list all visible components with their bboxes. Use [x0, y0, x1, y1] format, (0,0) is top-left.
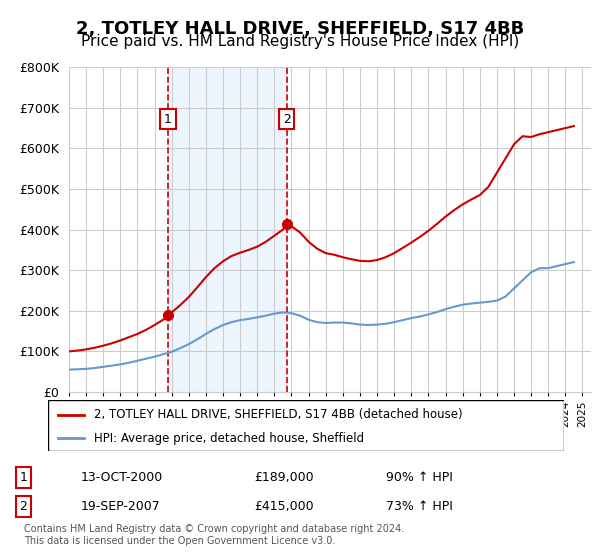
Text: £189,000: £189,000 — [254, 471, 314, 484]
Text: 73% ↑ HPI: 73% ↑ HPI — [386, 500, 453, 513]
Text: 1: 1 — [20, 471, 28, 484]
Text: 90% ↑ HPI: 90% ↑ HPI — [386, 471, 453, 484]
Text: 2: 2 — [283, 113, 290, 125]
Text: 19-SEP-2007: 19-SEP-2007 — [81, 500, 161, 513]
Text: 13-OCT-2000: 13-OCT-2000 — [81, 471, 163, 484]
Text: 1: 1 — [164, 113, 172, 125]
Text: Contains HM Land Registry data © Crown copyright and database right 2024.
This d: Contains HM Land Registry data © Crown c… — [24, 524, 404, 546]
Bar — [168, 67, 287, 392]
Text: £415,000: £415,000 — [254, 500, 314, 513]
Text: 2, TOTLEY HALL DRIVE, SHEFFIELD, S17 4BB (detached house): 2, TOTLEY HALL DRIVE, SHEFFIELD, S17 4BB… — [94, 408, 463, 421]
Text: HPI: Average price, detached house, Sheffield: HPI: Average price, detached house, Shef… — [94, 432, 365, 445]
Text: 2: 2 — [20, 500, 28, 513]
FancyBboxPatch shape — [48, 400, 564, 451]
Text: 2, TOTLEY HALL DRIVE, SHEFFIELD, S17 4BB: 2, TOTLEY HALL DRIVE, SHEFFIELD, S17 4BB — [76, 20, 524, 38]
Text: Price paid vs. HM Land Registry's House Price Index (HPI): Price paid vs. HM Land Registry's House … — [81, 34, 519, 49]
